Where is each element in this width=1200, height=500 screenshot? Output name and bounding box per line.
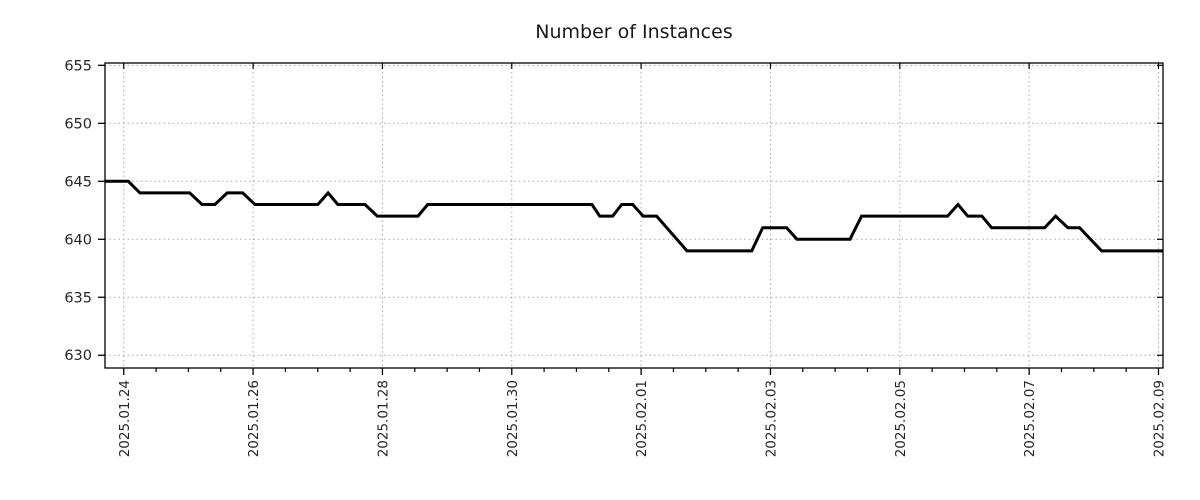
y-tick-label: 655 [64,58,92,74]
x-tick-label: 2025.01.28 [375,380,391,457]
x-tick-label: 2025.02.03 [763,380,779,457]
x-tick-label: 2025.02.09 [1151,380,1167,457]
y-tick-label: 650 [64,116,92,132]
chart-title: Number of Instances [535,21,732,43]
x-tick-label: 2025.02.05 [893,380,909,457]
x-tick-label: 2025.02.01 [634,380,650,457]
x-tick-label: 2025.01.24 [117,380,133,457]
y-tick-label: 630 [64,348,92,364]
x-tick-label: 2025.01.26 [246,380,262,457]
x-tick-label: 2025.01.30 [505,380,521,457]
y-tick-label: 640 [64,232,92,248]
x-tick-label: 2025.02.07 [1022,380,1038,457]
y-tick-label: 645 [64,174,92,190]
y-tick-label: 635 [64,290,92,306]
plot-frame [104,62,1164,369]
series-line-instances [105,179,1163,253]
